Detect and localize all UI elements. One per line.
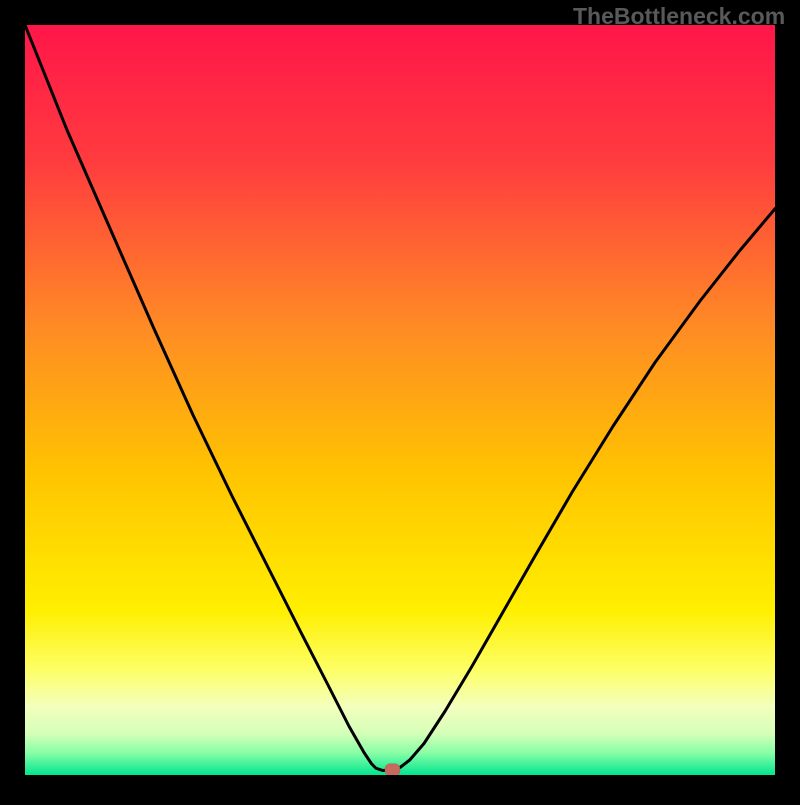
gradient-background xyxy=(25,25,775,775)
plot-area xyxy=(25,25,775,776)
watermark-text: TheBottleneck.com xyxy=(573,3,785,30)
chart-frame: TheBottleneck.com xyxy=(0,0,800,800)
optimum-marker xyxy=(385,764,400,776)
chart-svg xyxy=(0,0,800,800)
